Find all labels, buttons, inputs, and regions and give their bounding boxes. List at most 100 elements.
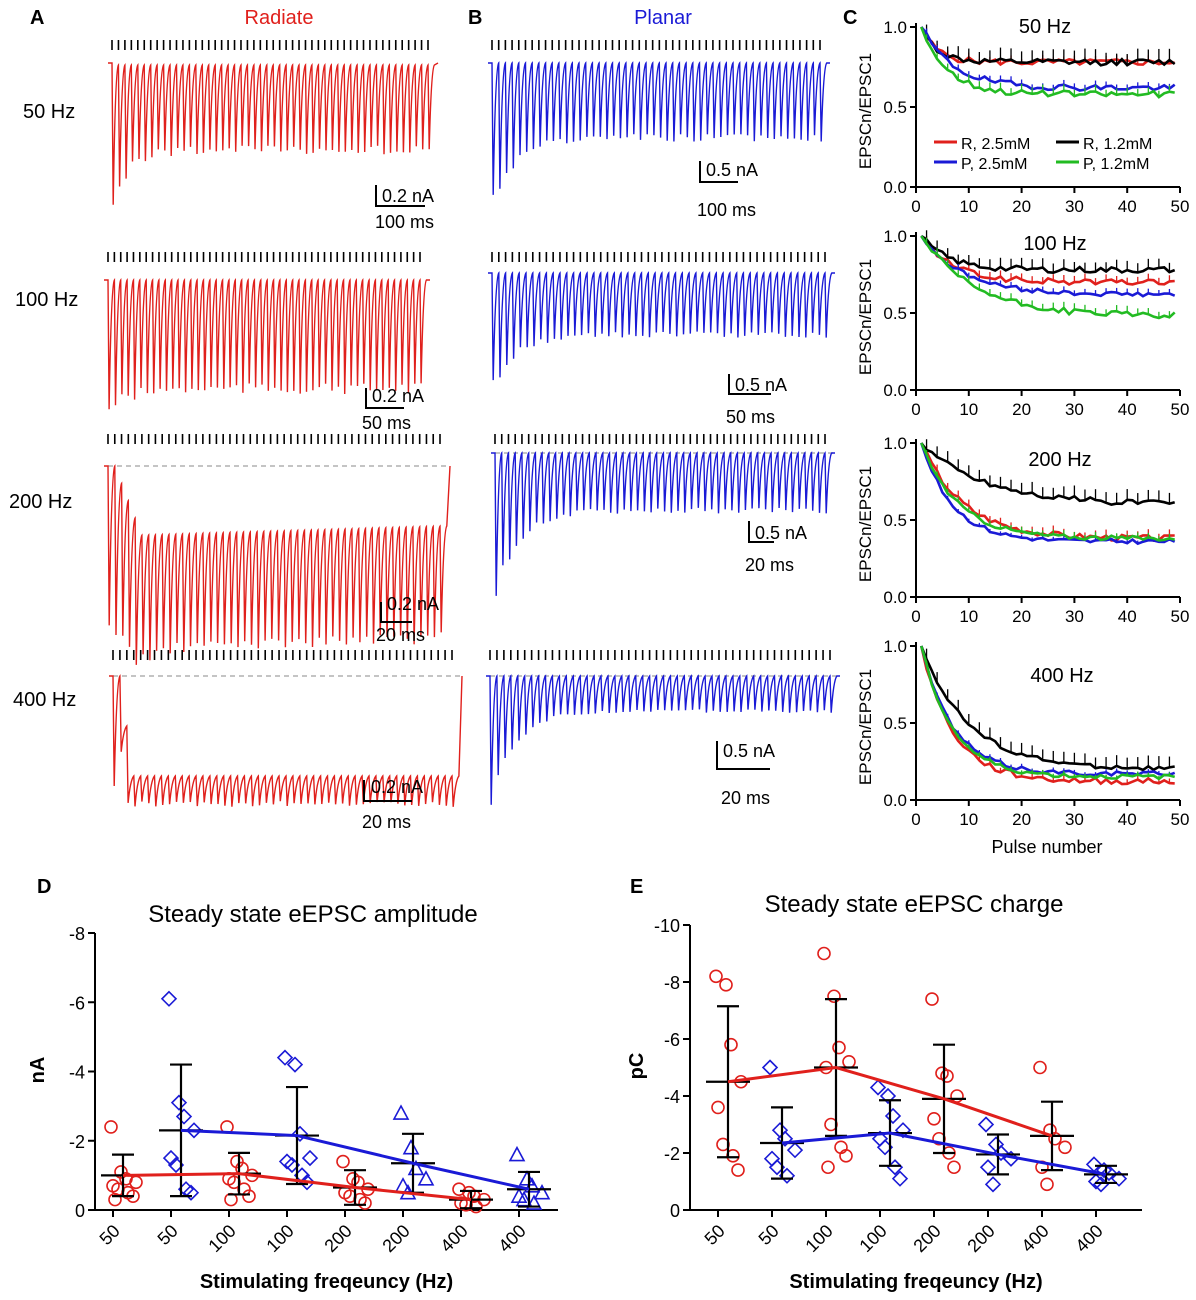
data-point: [771, 1122, 789, 1139]
scalebar-planar-100hz: 0.5 nA 50 ms: [726, 374, 787, 427]
data-point: [940, 1069, 954, 1083]
data-point: [1095, 1161, 1113, 1179]
data-point: [1058, 1140, 1072, 1155]
series-line: [920, 235, 1175, 286]
data-point: [927, 1112, 941, 1126]
series-line: [920, 442, 1176, 546]
y-axis-label: pC: [626, 1053, 648, 1080]
scalebar-time-label: 100 ms: [697, 200, 756, 220]
data-point: [1110, 1170, 1128, 1187]
x-tick-label: 20: [1012, 400, 1031, 419]
scalebar-planar-50hz: 0.5 nA 100 ms: [697, 160, 758, 220]
y-tick-label: -4: [69, 1063, 85, 1083]
mean-line-planar: [180, 1128, 530, 1191]
x-tick-label: 10: [959, 810, 978, 829]
norm-plot-200hz: 0.0 0.5 1.0 0 10 20 30 40 50 EPSCn/EPSC1 200 Hz: [856, 434, 1189, 626]
scalebar-amp-label: 0.2 nA: [387, 594, 439, 614]
x-tick-label: 20: [1012, 197, 1031, 216]
x-tick-label: 30: [1065, 197, 1084, 216]
x-axis-label: Stimulating freqeuncy (Hz): [200, 1271, 453, 1293]
data-point: [160, 990, 178, 1007]
scalebar-radiate-50hz: 0.2 nA 100 ms: [375, 185, 434, 232]
x-tick-label: 20: [1012, 810, 1031, 829]
mean-line-planar: [781, 1131, 1107, 1176]
data-point: [992, 1144, 1010, 1162]
x-tick-label: 50: [1171, 607, 1190, 626]
x-tick-label: 200: [963, 1221, 998, 1256]
data-point: [525, 1194, 543, 1210]
series-R-1.2mM: [920, 230, 1176, 275]
panel-label-d: D: [37, 876, 51, 898]
series-line: [920, 235, 1176, 298]
x-tick-label: 50: [96, 1221, 124, 1249]
series-line: [920, 442, 1176, 506]
data-point: [950, 1089, 964, 1103]
data-point: [402, 1138, 420, 1155]
chart-title: 200 Hz: [1028, 449, 1091, 471]
x-tick-label: 100: [262, 1221, 297, 1256]
series-R-1.2mM: [920, 439, 1176, 506]
y-tick-label: 1.0: [883, 227, 907, 246]
freq-label-200: 200 Hz: [9, 491, 72, 513]
freq-label-400: 400 Hz: [13, 689, 76, 711]
series-R-1.2mM: [920, 24, 1176, 67]
data-point: [719, 978, 733, 992]
data-point: [1100, 1164, 1118, 1182]
series-line: [920, 235, 1176, 320]
panel-label-c: C: [843, 7, 857, 29]
radiate-title: Radiate: [245, 7, 314, 29]
x-tick-label: 400: [1017, 1221, 1052, 1256]
data-point: [711, 1100, 725, 1115]
scalebar-time-label: 20 ms: [721, 788, 770, 808]
x-tick-label: 100: [204, 1221, 239, 1256]
data-point: [301, 1149, 319, 1167]
mean-line-radiate: [122, 1172, 472, 1202]
y-tick-label: -8: [69, 924, 85, 944]
data-point: [242, 1189, 256, 1203]
chart-title: Steady state eEPSC charge: [765, 891, 1064, 918]
data-point: [894, 1122, 912, 1139]
freq-label-100: 100 Hz: [15, 289, 78, 311]
x-tick-label: 30: [1065, 810, 1084, 829]
y-tick-label: 1.0: [883, 637, 907, 656]
scalebar-radiate-400hz: 0.2 nA 20 ms: [362, 777, 423, 832]
trace-planar-100hz: [488, 252, 835, 381]
x-tick-label: 0: [911, 400, 920, 419]
data-point: [336, 1154, 350, 1169]
scalebar-radiate-100hz: 0.2 nA 50 ms: [362, 386, 424, 433]
legend-label-p-2.5: P, 2.5mM: [961, 156, 1027, 173]
chart-title: Steady state eEPSC amplitude: [148, 901, 478, 928]
data-point: [879, 1087, 897, 1105]
scalebar-planar-400hz: 0.5 nA 20 ms: [716, 741, 775, 808]
panel-label-b: B: [468, 7, 482, 29]
planar-title: Planar: [634, 7, 692, 29]
trace-planar-200hz: [491, 434, 835, 596]
series-P-1.2mM: [920, 645, 1176, 781]
data-point: [827, 989, 841, 1004]
legend-label-p-1.2: P, 1.2mM: [1083, 156, 1149, 173]
data-point: [1048, 1131, 1062, 1146]
y-tick-label: -6: [69, 993, 85, 1013]
data-point: [104, 1120, 118, 1134]
charge-scatter-plot: 0 -2 -4 -6 -8 -10 50 50 100 100 200 200 400 400 Steady…: [626, 891, 1142, 1293]
data-point: [417, 1170, 435, 1186]
data-point: [709, 969, 723, 984]
x-tick-label: 0: [911, 607, 920, 626]
trace-planar-400hz: [486, 650, 840, 805]
scalebar-amp-label: 0.5 nA: [706, 160, 758, 180]
series-line: [920, 234, 1176, 275]
x-tick-label: 50: [701, 1221, 729, 1249]
data-point: [392, 1104, 410, 1120]
y-tick-label: -2: [69, 1132, 85, 1152]
data-point: [286, 1056, 304, 1073]
series-R-2.5mM: [920, 645, 1175, 786]
series-line: [920, 26, 1176, 92]
y-tick-label: 1.0: [883, 434, 907, 453]
data-point: [1033, 1060, 1047, 1075]
series-line: [920, 645, 1176, 781]
y-tick-label: -4: [664, 1087, 680, 1107]
data-point: [185, 1122, 203, 1139]
data-point: [763, 1150, 781, 1167]
series-R-1.2mM: [920, 645, 1175, 772]
